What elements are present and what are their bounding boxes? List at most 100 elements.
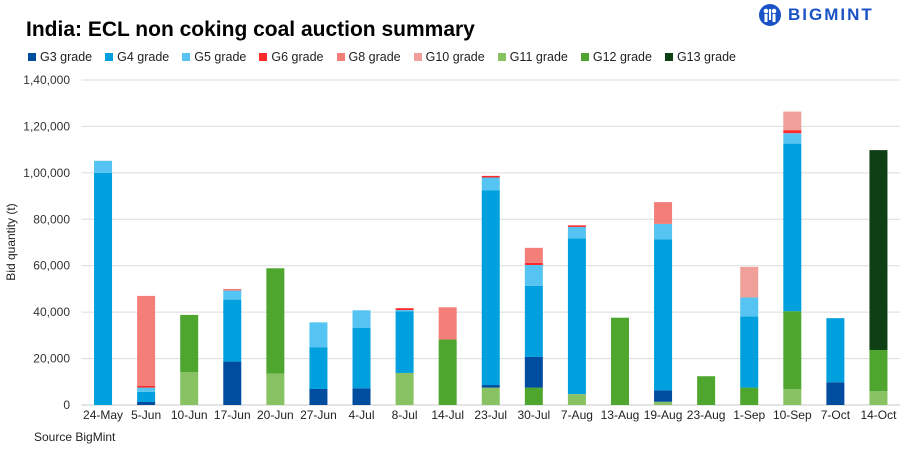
bar-segment-g4 xyxy=(654,239,673,391)
bar-segment-g12 xyxy=(740,387,759,405)
bar-segment-g5 xyxy=(137,387,156,392)
bar-segment-g3 xyxy=(654,390,673,402)
chart-title: India: ECL non coking coal auction summa… xyxy=(26,18,475,41)
bar-segment-g5 xyxy=(524,265,543,286)
legend-swatch xyxy=(105,53,114,61)
bar-segment-g3 xyxy=(137,401,156,405)
bar-segment-g11 xyxy=(481,387,500,405)
bar-segment-g5 xyxy=(309,322,328,348)
bar-segment-g8 xyxy=(524,247,543,263)
bar-segment-g4 xyxy=(352,327,371,389)
bar-segment-g3 xyxy=(524,356,543,388)
bar-segment-g3 xyxy=(481,385,500,388)
legend-label: G13 grade xyxy=(676,50,737,64)
bar-segment-g13 xyxy=(869,150,888,350)
legend-item: G12 grade xyxy=(580,50,652,64)
bar-segment-g8 xyxy=(223,288,242,291)
bar-segment-g4 xyxy=(826,318,845,383)
legend-label: G4 grade xyxy=(117,50,170,64)
bar-segment-g5 xyxy=(783,133,802,144)
legend-item: G13 grade xyxy=(664,50,737,64)
legend-item: G6 grade xyxy=(259,50,324,64)
bar-segment-g6 xyxy=(567,225,586,227)
bar-segment-g5 xyxy=(94,160,113,173)
bar-segment-g5 xyxy=(740,297,759,317)
bar-segment-g11 xyxy=(783,388,802,405)
bar-segment-g5 xyxy=(654,223,673,240)
bar-segment-g10 xyxy=(783,111,802,131)
bar-segment-g4 xyxy=(137,391,156,402)
bar-segment-g11 xyxy=(654,401,673,405)
x-tick-label: 24-May xyxy=(83,408,123,422)
x-tick-label: 14-Jul xyxy=(431,408,464,422)
legend-item: G3 grade xyxy=(28,50,92,64)
legend-swatch xyxy=(259,53,268,61)
x-tick-label: 14-Oct xyxy=(860,408,897,422)
bar-segment-g3 xyxy=(826,382,845,405)
bar-segment-g4 xyxy=(783,143,802,312)
bar-segment-g12 xyxy=(783,311,802,389)
bar-segment-g11 xyxy=(266,373,285,405)
legend-label: G3 grade xyxy=(40,50,93,64)
bar-segment-g6 xyxy=(783,130,802,134)
x-tick-label: 17-Jun xyxy=(214,408,251,422)
y-tick-label: 80,000 xyxy=(33,212,70,226)
bar-segment-g3 xyxy=(352,388,371,405)
bar-segment-g5 xyxy=(395,310,414,312)
legend-item: G4 grade xyxy=(105,50,169,64)
legend-item: G8 grade xyxy=(336,50,401,64)
legend-label: G12 grade xyxy=(592,50,652,64)
logo-text: BIGMINT xyxy=(788,5,874,24)
bar-segment-g6 xyxy=(137,385,156,388)
y-tick-label: 1,00,000 xyxy=(23,166,70,180)
legend: G3 grade G4 grade G5 grade G6 grade G8 grade… xyxy=(28,50,736,64)
legend-item: G10 grade xyxy=(413,50,485,64)
bar-segment-g6 xyxy=(395,308,414,311)
bigmint-logo: BIGMINT xyxy=(758,3,874,27)
bigmint-logo-icon xyxy=(759,4,781,26)
bar-segment-g3 xyxy=(309,388,328,405)
x-tick-label: 23-Aug xyxy=(687,408,726,422)
legend-label: G10 grade xyxy=(425,50,485,64)
bar-segment-g4 xyxy=(395,311,414,373)
legend-swatch xyxy=(182,53,191,61)
bar-segment-g5 xyxy=(223,290,242,300)
x-tick-label: 8-Jul xyxy=(392,408,418,422)
legend-label: G6 grade xyxy=(271,50,324,64)
legend-item: G5 grade xyxy=(182,50,246,64)
bar-segment-g11 xyxy=(395,372,414,405)
x-tick-label: 10-Jun xyxy=(171,408,208,422)
legend-label: G5 grade xyxy=(194,50,247,64)
bar-segment-g4 xyxy=(94,172,113,405)
legend-swatch xyxy=(413,53,422,61)
bar-segment-g12 xyxy=(610,317,629,405)
y-tick-label: 1,40,000 xyxy=(23,73,70,87)
legend-label: G8 grade xyxy=(348,50,401,64)
legend-swatch xyxy=(28,53,36,61)
y-tick-label: 40,000 xyxy=(33,305,70,319)
legend-swatch xyxy=(580,53,589,61)
bar-segment-g5 xyxy=(567,226,586,239)
bar-segment-g4 xyxy=(223,299,242,362)
bar-segment-g12 xyxy=(266,268,285,374)
y-tick-label: 0 xyxy=(63,398,70,412)
x-tick-label: 5-Jun xyxy=(131,408,161,422)
bar-segment-g4 xyxy=(481,190,500,386)
legend-item: G11 grade xyxy=(497,50,568,64)
bar-segment-g6 xyxy=(481,175,500,178)
y-tick-label: 60,000 xyxy=(33,259,70,273)
bar-segment-g3 xyxy=(223,361,242,405)
legend-swatch xyxy=(336,53,345,61)
bar-segment-g4 xyxy=(309,347,328,389)
bar-segment-g8 xyxy=(438,307,457,340)
legend-label: G11 grade xyxy=(509,50,568,64)
bar-segment-g10 xyxy=(740,266,759,298)
x-tick-label: 20-Jun xyxy=(257,408,294,422)
y-tick-label: 1,20,000 xyxy=(23,119,70,133)
x-tick-label: 10-Sep xyxy=(773,408,812,422)
x-tick-label: 27-Jun xyxy=(300,408,337,422)
bar-segment-g11 xyxy=(567,394,586,405)
bar-segment-g12 xyxy=(438,339,457,405)
bar-segment-g5 xyxy=(352,310,371,328)
x-tick-label: 13-Aug xyxy=(601,408,640,422)
